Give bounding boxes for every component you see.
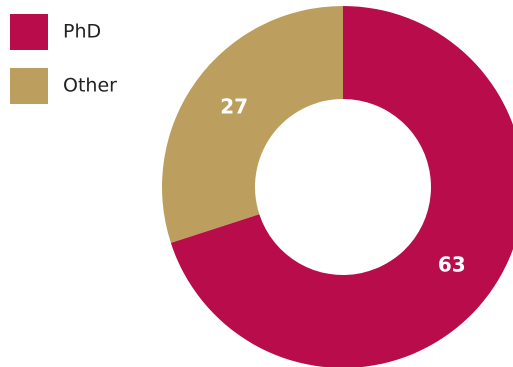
legend-swatch — [10, 68, 48, 104]
donut-segment — [161, 6, 343, 243]
legend-label: PhD — [63, 21, 101, 43]
value-label: 27 — [220, 94, 248, 118]
value-label: 63 — [438, 253, 466, 277]
legend-swatch — [10, 14, 48, 50]
donut-segment — [170, 6, 513, 367]
legend-label: Other — [63, 75, 117, 97]
